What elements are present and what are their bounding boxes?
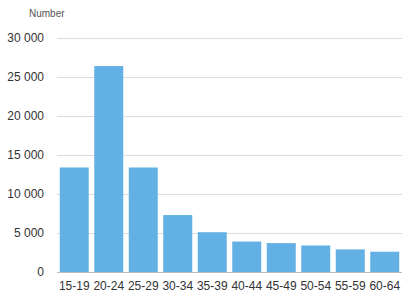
- y-tick-label: 25 000: [7, 70, 44, 84]
- y-tick-label: 0: [37, 265, 44, 279]
- bar: [94, 66, 123, 272]
- y-tick-label: 10 000: [7, 187, 44, 201]
- bar: [301, 245, 330, 272]
- y-tick-label: 20 000: [7, 109, 44, 123]
- x-tick-label: 55-59: [335, 279, 366, 293]
- bar: [163, 215, 192, 272]
- bar: [60, 167, 89, 272]
- x-tick-label: 15-19: [59, 279, 90, 293]
- bars: [60, 66, 399, 272]
- x-tick-label: 45-49: [266, 279, 297, 293]
- bar: [267, 243, 296, 272]
- x-tick-label: 40-44: [231, 279, 262, 293]
- y-axis-label: Number: [29, 8, 65, 19]
- x-tick-label: 25-29: [128, 279, 159, 293]
- bar: [336, 249, 365, 272]
- grid-line: [57, 38, 402, 39]
- chart: Number 0 5 000 10 000 15 000 20 000 25 000 30 0…: [0, 0, 416, 302]
- bar: [232, 242, 261, 272]
- x-tick-label: 60-64: [369, 279, 400, 293]
- x-tick-label: 30-34: [162, 279, 193, 293]
- bar: [198, 232, 227, 272]
- bar: [129, 167, 158, 272]
- bar: [370, 252, 399, 272]
- y-tick-label: 5 000: [14, 226, 44, 240]
- x-tick-label: 20-24: [93, 279, 124, 293]
- y-tick-label: 15 000: [7, 148, 44, 162]
- y-tick-label: 30 000: [7, 31, 44, 45]
- x-tick-label: 35-39: [197, 279, 228, 293]
- x-tick-label: 50-54: [300, 279, 331, 293]
